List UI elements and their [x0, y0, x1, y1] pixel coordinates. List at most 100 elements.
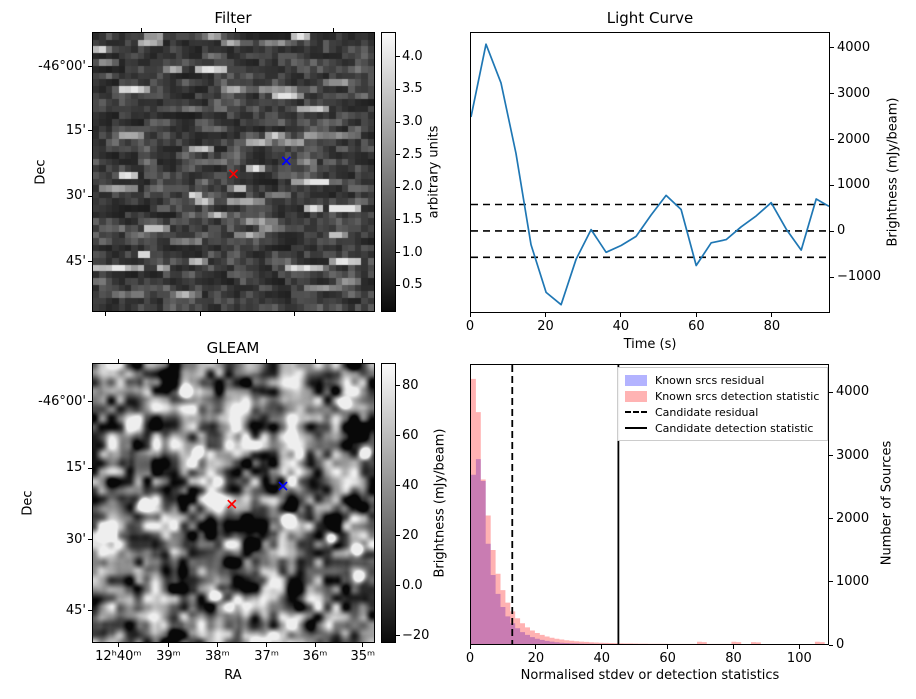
- axis-tick: [396, 535, 400, 536]
- axis-tick: [396, 88, 400, 90]
- axis-tick: [830, 93, 834, 95]
- axis-tick: [396, 219, 400, 221]
- ra-tick-label: 37ᵐ: [254, 649, 279, 664]
- dec-tick-label: 15': [65, 460, 86, 476]
- axis-tick: [620, 313, 622, 317]
- colorbar-tick-label: −20: [402, 627, 430, 643]
- light-curve-plot: [471, 43, 829, 306]
- legend-label: Known srcs residual: [655, 373, 765, 387]
- gleam-xlabel-ra: RA: [224, 668, 242, 683]
- x-tick-label: 20: [537, 319, 554, 334]
- x-tick-label: 60: [688, 319, 705, 334]
- axis-tick: [667, 645, 669, 649]
- reference-blue-cross-icon: [281, 156, 291, 166]
- y-tick-label: 3000: [836, 447, 870, 463]
- filter-image-axes: [92, 32, 375, 312]
- legend-label: Candidate detection statistic: [655, 421, 814, 435]
- axis-tick: [88, 130, 92, 132]
- axis-tick: [396, 435, 400, 436]
- axis-tick: [294, 312, 296, 316]
- candidate-red-cross-icon: [227, 499, 237, 509]
- axis-tick: [396, 385, 400, 386]
- dec-tick-label: 45': [65, 253, 86, 269]
- axis-tick: [117, 359, 119, 363]
- axis-tick: [117, 643, 119, 647]
- axis-tick: [544, 313, 546, 317]
- colorbar-tick-label: 20: [402, 527, 419, 543]
- hist-series: [471, 459, 825, 644]
- axis-tick: [314, 643, 316, 647]
- axis-tick: [829, 581, 833, 583]
- axis-tick: [396, 186, 400, 188]
- y-tick-label: 2000: [836, 510, 870, 526]
- colorbar-tick-label: 80: [402, 377, 419, 393]
- axis-tick: [732, 645, 734, 649]
- gleam-image-axes: [92, 363, 375, 643]
- colorbar-tick-label: 2.5: [402, 146, 423, 162]
- axis-tick: [396, 635, 400, 636]
- y-tick-label: 2000: [837, 131, 871, 147]
- legend-label: Candidate residual: [655, 405, 759, 419]
- filter-noise-image: [93, 33, 374, 311]
- marker-overlay: [228, 156, 291, 179]
- colorbar-tick-label: 3.5: [402, 81, 423, 97]
- gleam-colorbar-label: Brightness (mJy/beam): [432, 428, 448, 578]
- axis-tick: [199, 312, 201, 316]
- x-tick-label: 0: [465, 651, 475, 666]
- axis-tick: [396, 121, 400, 123]
- dec-tick-label: -46°00': [38, 393, 86, 409]
- y-tick-label: 0: [836, 637, 845, 652]
- y-tick-label: 1000: [836, 573, 870, 589]
- axis-tick: [88, 610, 92, 612]
- axis-tick: [362, 643, 364, 647]
- filter-colorbar-label: arbitrary units: [426, 125, 442, 219]
- axis-tick: [396, 585, 400, 586]
- axis-tick: [216, 643, 218, 647]
- dec-tick-label: 15': [65, 122, 86, 138]
- y-tick-label: 0: [837, 223, 846, 239]
- axis-tick: [88, 66, 92, 68]
- x-tick-label: 20: [527, 651, 545, 666]
- axis-tick: [362, 359, 364, 363]
- axis-tick: [830, 184, 834, 186]
- axis-tick: [535, 645, 537, 649]
- dec-tick-label: 45': [65, 602, 86, 618]
- histogram-xlabel: Normalised stdev or detection statistics: [520, 668, 780, 683]
- filter-title: Filter: [214, 9, 252, 27]
- axis-tick: [88, 467, 92, 469]
- dashed-line-icon: [625, 411, 647, 413]
- axis-tick: [469, 645, 471, 649]
- light-curve-ylabel: Brightness (mJy/beam): [885, 97, 901, 247]
- y-tick-label: 4000: [836, 384, 870, 400]
- axis-tick: [601, 645, 603, 649]
- axis-tick: [695, 313, 697, 317]
- axis-tick: [88, 401, 92, 403]
- filter-colorbar: [381, 32, 396, 312]
- axis-tick: [266, 643, 268, 647]
- axis-tick: [88, 195, 92, 197]
- colorbar-tick-label: 3.0: [402, 114, 423, 130]
- x-tick-label: 100: [786, 651, 812, 666]
- axis-tick: [396, 485, 400, 486]
- ra-tick-label: 35ᵐ: [350, 649, 376, 664]
- ra-tick-label: 38ᵐ: [205, 649, 230, 664]
- colorbar-tick-label: 60: [402, 427, 419, 443]
- axis-tick: [396, 284, 400, 286]
- dec-tick-label: -46°00': [38, 58, 86, 74]
- gleam-colorbar: [381, 363, 396, 643]
- reference-blue-cross-icon: [278, 481, 288, 491]
- axis-tick: [88, 261, 92, 263]
- x-tick-label: 40: [593, 651, 611, 666]
- axis-tick: [829, 455, 833, 457]
- legend-item-candidate-residual: Candidate residual: [625, 404, 819, 420]
- colorbar-tick-label: 4.0: [402, 48, 423, 64]
- x-tick-label: 40: [612, 319, 630, 334]
- colorbar-tick-label: 2.0: [402, 179, 423, 195]
- marker-overlay: [227, 481, 288, 509]
- light-curve-xlabel: Time (s): [623, 337, 677, 352]
- legend-item-candidate-detection: Candidate detection statistic: [625, 420, 819, 436]
- dec-tick-label: 30': [65, 531, 86, 547]
- axis-tick: [314, 359, 316, 363]
- gleam-ylabel-dec: Dec: [20, 490, 36, 516]
- axis-tick: [167, 643, 169, 647]
